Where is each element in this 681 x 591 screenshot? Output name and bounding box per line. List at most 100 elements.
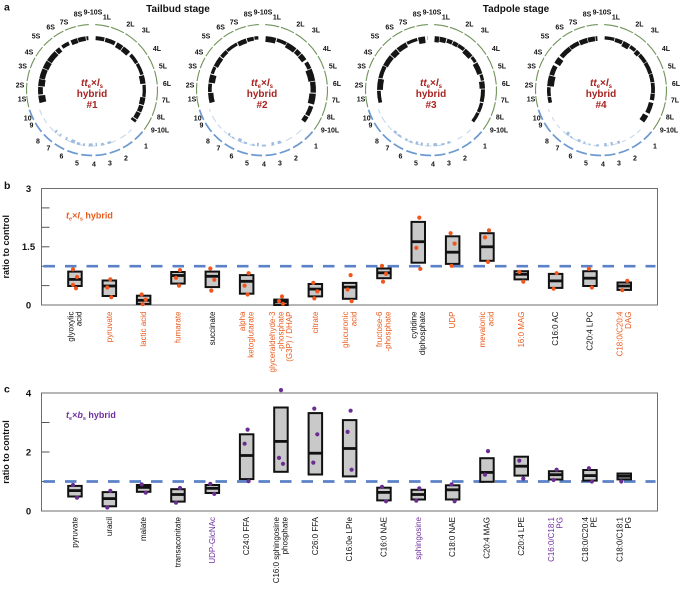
svg-text:C16:0e LPIe: C16:0e LPIe [345,516,354,561]
svg-text:te×bs hybrid: te×bs hybrid [66,410,116,422]
svg-text:9-10S: 9-10S [423,10,442,17]
svg-text:4L: 4L [323,46,332,53]
svg-text:5L: 5L [329,64,338,71]
svg-text:C16:0 sphingosine: C16:0 sphingosine [272,516,281,583]
svg-text:1S: 1S [527,97,536,104]
svg-text:7: 7 [47,146,51,153]
svg-text:9-10L: 9-10L [660,128,679,135]
svg-text:2L: 2L [126,22,135,29]
svg-text:6: 6 [230,154,234,161]
svg-text:-phosphate: -phosphate [384,311,393,352]
svg-text:4: 4 [431,162,435,169]
svg-text:1S: 1S [18,97,27,104]
svg-text:Tadpole stage: Tadpole stage [483,4,550,15]
svg-text:alpha: alpha [238,311,247,331]
svg-text:3S: 3S [18,64,27,71]
svg-text:acid: acid [349,312,358,327]
svg-text:3L: 3L [312,28,321,35]
svg-text:4S: 4S [25,50,34,57]
svg-text:3L: 3L [651,28,660,35]
svg-text:1L: 1L [612,15,621,22]
svg-text:6L: 6L [502,81,511,88]
svg-text:1: 1 [483,144,487,151]
svg-text:citrate: citrate [311,311,320,333]
svg-text:ratio to control: ratio to control [1,215,11,278]
svg-text:7: 7 [386,146,390,153]
svg-text:8L: 8L [496,115,505,122]
svg-text:DAG: DAG [624,312,633,329]
svg-text:3S: 3S [188,64,197,71]
svg-text:3L: 3L [142,28,151,35]
svg-text:4: 4 [92,162,96,169]
svg-text:5L: 5L [159,64,168,71]
svg-text:8: 8 [375,139,379,146]
svg-text:PE: PE [590,517,599,528]
svg-text:6: 6 [569,154,573,161]
svg-text:9: 9 [30,123,34,130]
svg-text:(G3P) / DHAP: (G3P) / DHAP [285,312,294,362]
svg-text:2L: 2L [465,22,474,29]
svg-text:1S: 1S [188,97,197,104]
svg-text:9-10S: 9-10S [254,10,273,17]
svg-text:UDP: UDP [448,312,457,329]
svg-text:tte×ls: tte×ls [420,78,443,90]
svg-text:ratio to control: ratio to control [1,420,11,484]
svg-text:7S: 7S [569,20,578,27]
svg-text:acid: acid [75,312,84,327]
svg-text:5S: 5S [202,34,211,41]
svg-text:1: 1 [653,144,657,151]
svg-text:8L: 8L [327,115,336,122]
svg-text:C16:0/C18:1: C16:0/C18:1 [547,516,556,561]
svg-text:8S: 8S [244,12,253,19]
svg-text:3: 3 [617,161,621,168]
svg-text:10: 10 [533,116,541,123]
svg-text:4L: 4L [492,46,501,53]
svg-text:4S: 4S [364,50,373,57]
svg-text:2: 2 [633,156,637,163]
svg-text:0: 0 [26,300,31,311]
svg-text:4S: 4S [195,50,204,57]
svg-text:#4: #4 [595,100,607,111]
svg-text:C18:0/C20:4: C18:0/C20:4 [616,311,625,356]
svg-text:8: 8 [36,139,40,146]
svg-text:7S: 7S [230,20,239,27]
svg-text:1L: 1L [103,15,112,22]
svg-text:pyruvate: pyruvate [105,311,114,342]
svg-text:PG: PG [555,517,564,529]
svg-text:C24:0 FFA: C24:0 FFA [242,516,251,555]
svg-text:transaconitate: transaconitate [174,516,183,567]
svg-text:c: c [4,384,10,396]
svg-text:succinate: succinate [208,311,217,345]
svg-text:9-10S: 9-10S [84,10,103,17]
svg-text:2S: 2S [525,83,534,90]
svg-text:hybrid: hybrid [416,89,447,100]
svg-text:2S: 2S [186,83,195,90]
svg-text:#3: #3 [425,100,437,111]
svg-text:6: 6 [399,154,403,161]
svg-text:0: 0 [26,506,31,517]
svg-text:2L: 2L [635,22,644,29]
svg-text:glyceraldehyde-3: glyceraldehyde-3 [268,311,277,372]
svg-text:8S: 8S [583,12,592,19]
svg-text:tte×ls: tte×ls [590,78,613,90]
svg-text:6L: 6L [163,81,172,88]
svg-text:9-10L: 9-10L [321,128,340,135]
svg-text:2S: 2S [355,83,364,90]
svg-text:2S: 2S [16,83,25,90]
svg-text:hybrid: hybrid [586,89,617,100]
svg-text:3: 3 [447,161,451,168]
svg-text:4L: 4L [662,46,671,53]
svg-text:C26:0 FFA: C26:0 FFA [311,516,320,555]
svg-text:lactic acid: lactic acid [139,312,148,347]
svg-text:C20:4 MAG: C20:4 MAG [483,517,492,559]
svg-text:4L: 4L [153,46,162,53]
svg-text:7: 7 [217,146,221,153]
svg-text:5L: 5L [498,64,507,71]
svg-text:3S: 3S [357,64,366,71]
svg-text:8L: 8L [666,115,675,122]
svg-text:1.5: 1.5 [22,242,36,253]
svg-text:6S: 6S [385,25,394,32]
svg-text:6S: 6S [555,25,564,32]
svg-text:PG: PG [624,517,633,529]
svg-text:5: 5 [75,161,79,168]
